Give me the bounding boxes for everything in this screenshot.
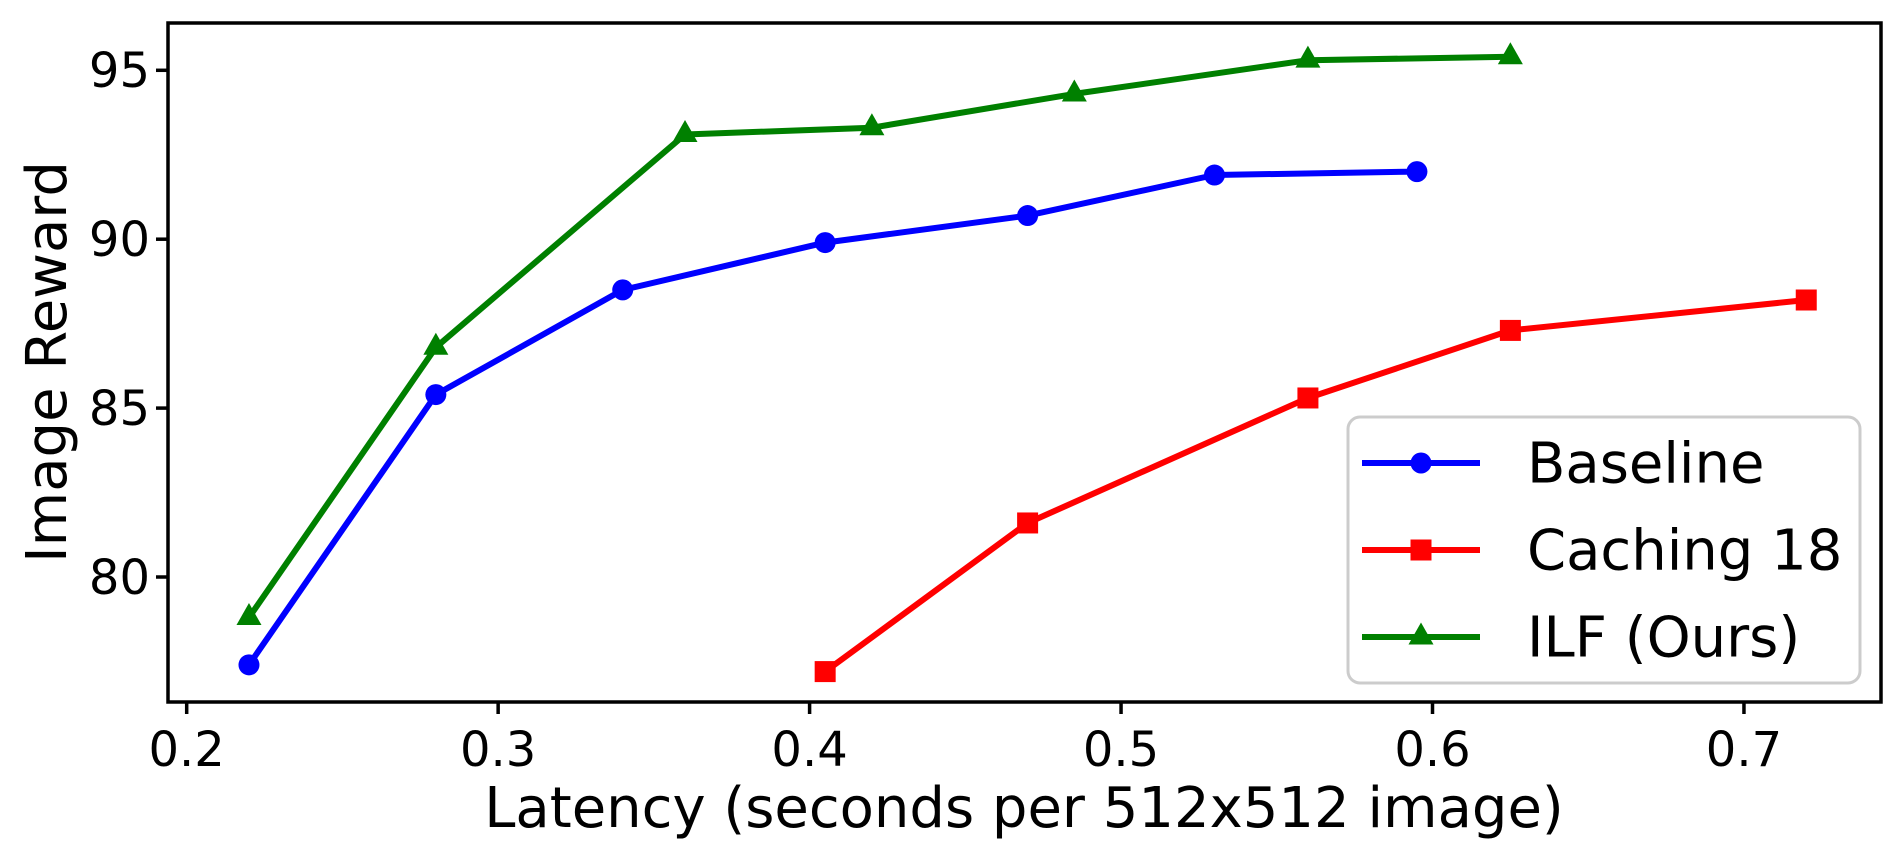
series-caching-18 <box>814 289 1817 683</box>
x-tick-label: 0.6 <box>1394 722 1470 778</box>
circle-marker-icon <box>1017 205 1039 227</box>
y-tick-label: 95 <box>89 43 150 99</box>
square-marker-icon <box>1795 289 1817 311</box>
legend-item-baseline: Baseline <box>1362 432 1764 497</box>
triangle-up-marker-icon <box>423 332 449 355</box>
circle-marker-icon <box>1203 164 1225 186</box>
circle-marker-icon <box>612 279 634 301</box>
circle-marker-icon <box>238 654 260 676</box>
y-tick-label: 85 <box>89 381 150 437</box>
legend-box <box>1346 415 1862 685</box>
triangle-up-marker-icon <box>859 113 885 136</box>
legend-label: Baseline <box>1527 432 1764 497</box>
circle-marker-icon <box>814 232 836 254</box>
square-marker-icon <box>1297 387 1319 409</box>
legend-item-caching-18: Caching 18 <box>1362 519 1842 584</box>
x-tick-label: 0.4 <box>771 722 847 778</box>
triangle-up-marker-icon <box>672 119 698 142</box>
square-marker-icon <box>1499 319 1521 341</box>
legend-label: ILF (Ours) <box>1527 606 1800 671</box>
triangle-up-marker-icon <box>1497 42 1523 65</box>
square-marker-icon <box>1017 512 1039 534</box>
circle-marker-icon <box>1406 161 1428 183</box>
triangle-up-marker-icon <box>1408 622 1434 645</box>
y-tick-label: 80 <box>89 550 150 606</box>
y-axis-label: Image Reward <box>15 161 80 563</box>
square-marker-icon <box>814 661 836 683</box>
x-axis-label: Latency (seconds per 512x512 image) <box>484 776 1564 841</box>
y-axis: 80 85 90 95 <box>89 43 168 606</box>
plot-border <box>166 21 1883 704</box>
x-tick-label: 0.2 <box>149 722 225 778</box>
x-tick-label: 0.5 <box>1083 722 1159 778</box>
circle-marker-icon <box>425 384 447 406</box>
legend-item-ilf-ours: ILF (Ours) <box>1362 606 1800 671</box>
y-tick-label: 90 <box>89 212 150 268</box>
x-tick-label: 0.3 <box>460 722 536 778</box>
circle-marker-icon <box>1410 452 1432 474</box>
series-ilf-ours <box>236 42 1523 626</box>
legend-label: Caching 18 <box>1527 519 1842 584</box>
legend: Baseline Caching 18 ILF (Ours) <box>1346 415 1862 685</box>
triangle-up-marker-icon <box>1295 45 1321 68</box>
triangle-up-marker-icon <box>1061 79 1087 102</box>
square-marker-icon <box>1410 539 1432 561</box>
plot-series <box>236 42 1817 683</box>
x-axis: 0.2 0.3 0.4 0.5 0.6 0.7 <box>149 702 1782 778</box>
series-baseline <box>238 161 1428 676</box>
x-tick-label: 0.7 <box>1706 722 1782 778</box>
triangle-up-marker-icon <box>236 603 262 626</box>
